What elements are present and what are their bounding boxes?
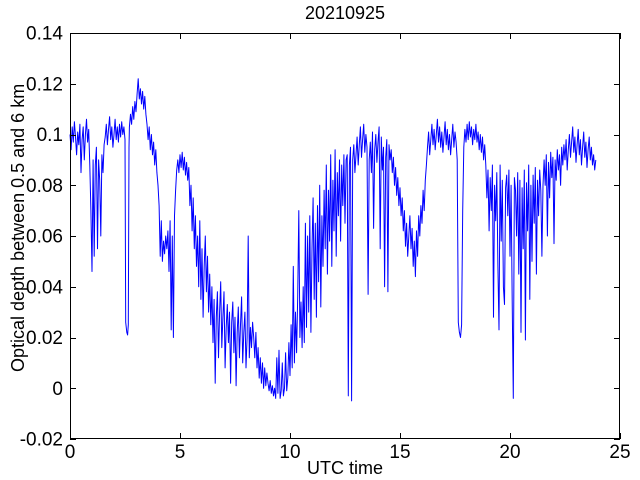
y-tick-label: 0 (52, 379, 63, 400)
y-tick-label: 0.1 (37, 125, 63, 146)
y-tick-label: -0.02 (20, 430, 63, 451)
x-axis-label: UTC time (307, 458, 383, 478)
y-tick-label: 0.04 (26, 277, 63, 298)
x-tick-label: 15 (389, 442, 410, 463)
x-tick-label: 0 (65, 442, 76, 463)
y-axis-label: Optical depth between 0.5 and 6 km (8, 83, 28, 372)
y-tick-label: 0.02 (26, 328, 63, 349)
x-tick-label: 20 (499, 442, 520, 463)
chart-title: 20210925 (304, 3, 386, 23)
data-series-line (69, 78, 597, 402)
x-tick-label: 5 (175, 442, 186, 463)
x-tick-label: 10 (279, 442, 300, 463)
y-tick-label: 0.08 (26, 176, 63, 197)
y-tick-label: 0.14 (26, 24, 63, 45)
y-tick-label: 0.12 (26, 74, 63, 95)
x-tick-label: 25 (609, 442, 630, 463)
y-tick-label: 0.06 (26, 227, 63, 248)
